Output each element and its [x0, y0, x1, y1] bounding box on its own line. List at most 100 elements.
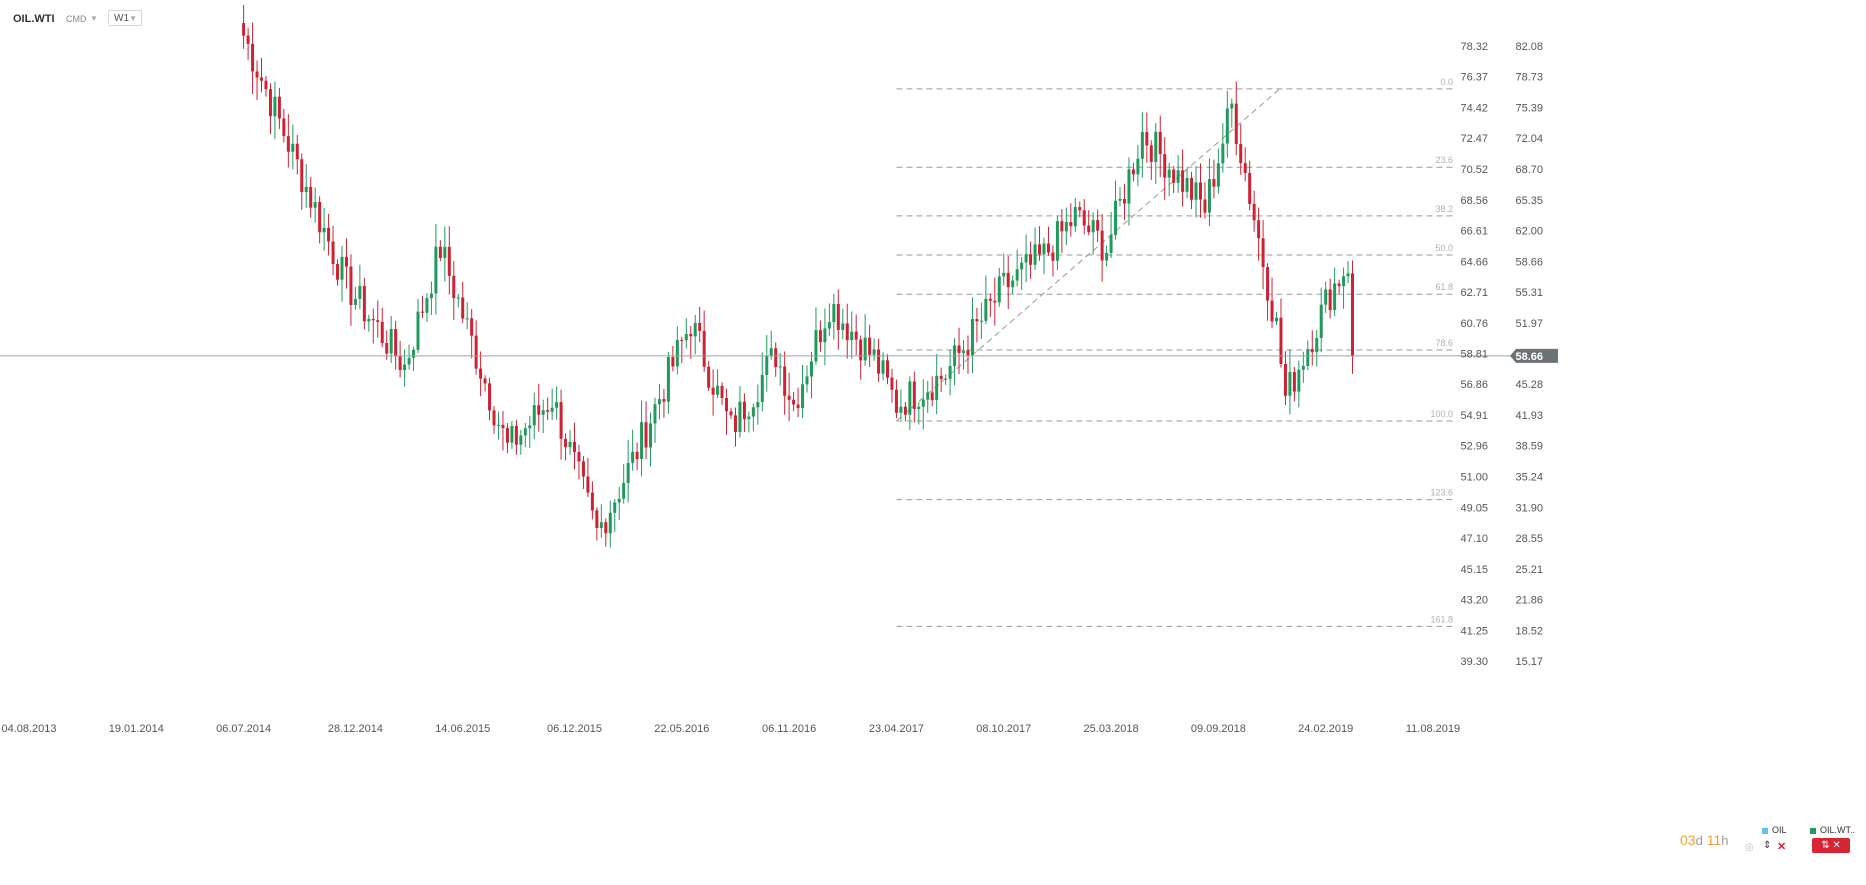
candle-up: [738, 386, 742, 438]
candle-body: [483, 378, 487, 384]
candle-body: [1288, 372, 1292, 396]
candle-body: [251, 43, 255, 72]
candle-down: [845, 303, 849, 359]
up-down-arrows-icon[interactable]: ⇕: [1763, 840, 1772, 851]
candle-body: [962, 350, 966, 354]
candle-up: [899, 389, 903, 420]
candle-body: [465, 318, 469, 320]
candle-up: [617, 486, 621, 520]
candle-down: [1051, 245, 1055, 277]
y-tick-label: 76.37: [1460, 72, 1488, 84]
candle-down: [1038, 226, 1042, 261]
legend-item-oil[interactable]: OIL: [1762, 825, 1787, 835]
candle-down: [1122, 183, 1126, 220]
y-tick-label: 72.47: [1460, 133, 1488, 145]
candle-body: [268, 89, 272, 117]
candle-body: [1073, 207, 1077, 227]
candle-body: [1351, 273, 1355, 356]
candle-body: [577, 452, 581, 462]
candle-up: [997, 267, 1001, 307]
candle-down: [260, 57, 264, 93]
candle-body: [1301, 366, 1305, 370]
candle-down: [300, 153, 304, 210]
candle-body: [349, 266, 353, 305]
candle-body: [1333, 283, 1337, 311]
candle-body: [277, 96, 281, 119]
candle-body: [1060, 221, 1064, 232]
y-tick-label-secondary: 31.90: [1515, 502, 1543, 514]
close-icon[interactable]: ✕: [1777, 841, 1787, 853]
candle-up: [1055, 215, 1059, 271]
candle-up: [944, 374, 948, 385]
candle-body: [1154, 131, 1158, 162]
candle-body: [944, 378, 948, 380]
candle-down: [912, 371, 916, 423]
y-tick-label-secondary: 45.28: [1515, 379, 1543, 391]
candle-down: [1248, 160, 1252, 211]
candle-body: [769, 348, 773, 357]
candle-up: [1002, 253, 1006, 286]
candle-body: [917, 406, 921, 409]
candle-up: [921, 379, 925, 430]
candle-body: [1279, 317, 1283, 364]
candle-down: [336, 259, 340, 286]
candle-down: [787, 372, 791, 422]
candle-down: [255, 60, 259, 100]
candle-down: [559, 389, 563, 460]
candle-up: [675, 326, 679, 375]
candle-body: [1078, 207, 1082, 211]
candle-body: [1046, 243, 1050, 253]
candle-body: [496, 424, 500, 426]
candle-down: [371, 308, 375, 344]
candle-down: [711, 369, 715, 416]
candle-body: [1055, 221, 1059, 261]
candle-up: [304, 164, 308, 208]
candle-body: [845, 323, 849, 341]
candle-down: [733, 407, 737, 447]
candle-body: [420, 311, 424, 313]
candle-body: [282, 118, 286, 137]
candle-body: [1230, 103, 1234, 109]
candle-body: [1109, 234, 1113, 254]
candle-up: [1207, 158, 1211, 227]
candle-body: [505, 428, 509, 443]
indicator-controls[interactable]: ⇅ ✕: [1812, 838, 1850, 853]
candle-body: [1087, 225, 1091, 233]
candle-body: [930, 392, 934, 401]
candle-body: [510, 425, 514, 443]
y-tick-label: 51.00: [1460, 472, 1488, 484]
candle-down: [573, 422, 577, 470]
candle-body: [573, 441, 577, 453]
candle-down: [1006, 256, 1010, 310]
candle-down: [492, 406, 496, 434]
candle-body: [604, 522, 608, 534]
candle-up: [1024, 234, 1028, 283]
candle-body: [1181, 170, 1185, 192]
candle-down: [470, 309, 474, 359]
timeframe-value: W1: [114, 13, 129, 24]
candle-up: [631, 429, 635, 471]
settings-icon[interactable]: ⇅: [1821, 840, 1830, 851]
instrument-symbol[interactable]: OIL.WTI: [13, 13, 55, 25]
y-tick-label-secondary: 58.66: [1515, 256, 1543, 268]
chevron-down-icon[interactable]: ▼: [90, 14, 98, 23]
candle-up: [1140, 112, 1144, 178]
candle-body: [1203, 199, 1207, 213]
candle-down: [1158, 115, 1162, 178]
candle-up: [666, 351, 670, 414]
candle-body: [975, 319, 979, 322]
candle-down: [438, 240, 442, 262]
timeframe-select[interactable]: W1 ▼: [108, 10, 142, 26]
candle-up: [1118, 187, 1122, 207]
remove-icon[interactable]: ✕: [1832, 840, 1841, 851]
candle-up: [358, 264, 362, 310]
eye-icon[interactable]: ◎: [1745, 842, 1754, 853]
candle-body: [716, 385, 720, 395]
candle-body: [353, 299, 357, 305]
candle-up: [1225, 90, 1229, 158]
candle-body: [371, 318, 375, 321]
candle-down: [894, 379, 898, 419]
legend-item-oil-wti[interactable]: OIL.WT..: [1810, 825, 1855, 835]
candle-down: [890, 368, 894, 403]
